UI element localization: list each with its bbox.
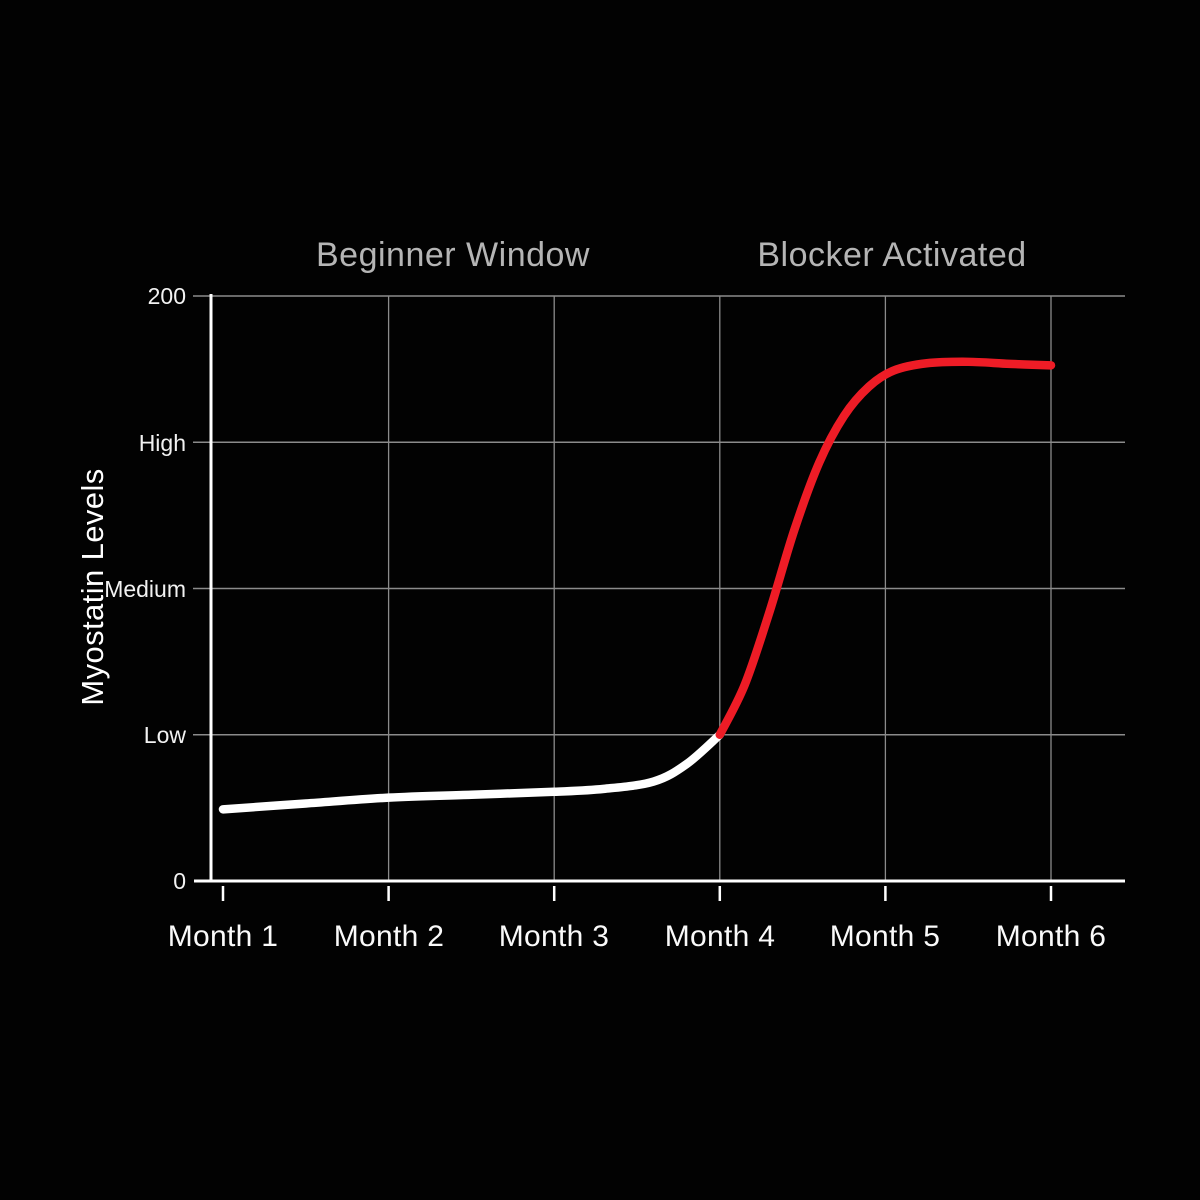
x-axis-tick-marks	[221, 886, 1053, 901]
horizontal-gridlines	[193, 295, 1125, 736]
x-tick-label-month-2: Month 2	[333, 920, 445, 953]
y-tick-label-medium: Medium	[104, 576, 186, 602]
x-tick-label-month-5: Month 5	[829, 920, 941, 953]
x-tick-label-month-3: Month 3	[498, 920, 610, 953]
curve-pre-blocker	[218, 730, 725, 814]
annotation-beginner-window: Beginner Window	[316, 236, 590, 274]
y-tick-label-low: Low	[143, 722, 186, 748]
annotation-blocker-activated: Blocker Activated	[757, 236, 1027, 274]
vertical-gridlines	[387, 296, 1052, 881]
x-tick-label-month-1: Month 1	[167, 920, 279, 953]
y-tick-label-200: 200	[147, 283, 186, 309]
y-tick-label-high: High	[138, 430, 186, 456]
x-tick-label-month-4: Month 4	[664, 920, 776, 953]
x-tick-label-month-6: Month 6	[995, 920, 1107, 953]
y-tick-label-0: 0	[173, 868, 186, 894]
curve-post-blocker	[715, 357, 1056, 739]
